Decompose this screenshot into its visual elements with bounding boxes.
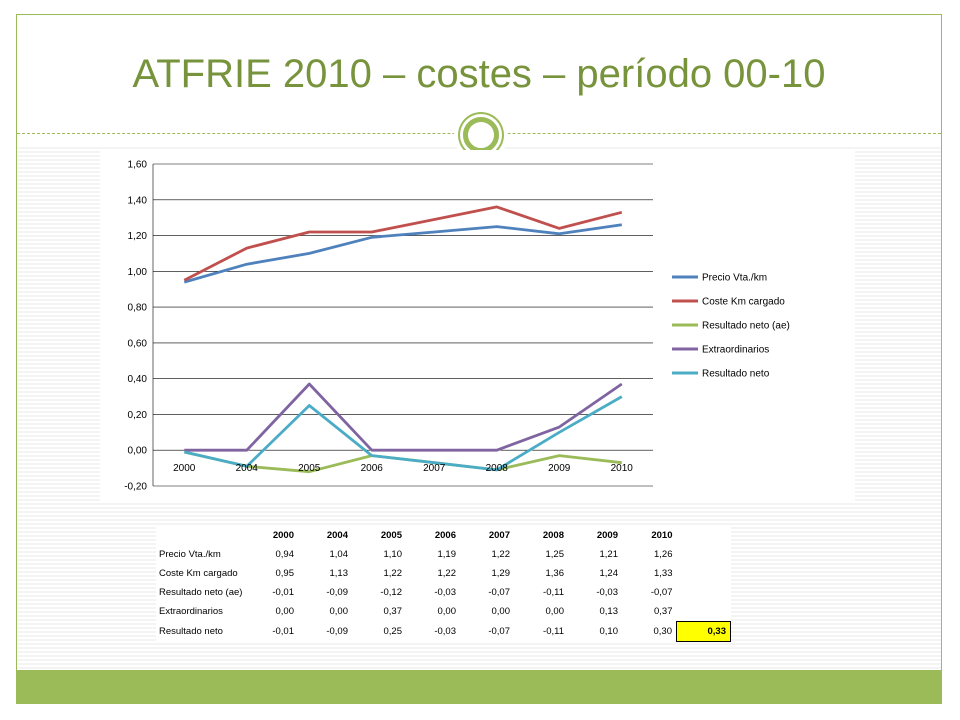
- y-tick-label: 0,40: [128, 374, 148, 385]
- legend-label: Resultado neto: [702, 369, 770, 380]
- y-tick-label: 0,20: [128, 410, 148, 421]
- series-line-4: [183, 395, 623, 472]
- y-tick-label: 0,60: [128, 338, 148, 349]
- table-cell: 0,95: [275, 568, 295, 579]
- table-cell: -0,03: [434, 626, 456, 637]
- table-row: Extraordinarios 0,00 0,00 0,37 0,00 0,00…: [156, 602, 731, 622]
- x-tick-label: 2005: [298, 463, 321, 474]
- x-tick-label: 2010: [611, 463, 634, 474]
- table-row: Resultado neto -0,01 -0,09 0,25 -0,03 -0…: [156, 621, 731, 642]
- table-cell: -0,11: [543, 587, 564, 598]
- table-row: Resultado neto (ae) -0,01 -0,09 -0,12 -0…: [156, 583, 731, 602]
- table-cell: -0,01: [272, 587, 294, 598]
- series-line-1: [183, 205, 623, 282]
- table-cell: -0,07: [488, 587, 510, 598]
- table-cell-empty: [677, 602, 731, 622]
- table-cell: 1,21: [599, 549, 619, 560]
- table-cell: 0,00: [437, 606, 457, 618]
- table-cell-empty: [677, 564, 731, 583]
- table-cell: -0,09: [326, 587, 348, 598]
- table-cell: -0,07: [650, 587, 673, 598]
- table-column-header: 2009: [596, 530, 618, 541]
- x-tick-label: 2007: [423, 463, 446, 474]
- y-tick-label: -0,20: [124, 482, 147, 493]
- table-cell: -0,07: [488, 626, 510, 637]
- table-cell: 1,29: [491, 568, 511, 579]
- y-tick-label: 0,80: [128, 303, 148, 314]
- x-tick-label: 2008: [486, 463, 509, 474]
- legend-label: Resultado neto (ae): [702, 321, 790, 332]
- table-cell: 0,00: [275, 606, 295, 618]
- slide-title: ATFRIE 2010 – costes – período 00-10: [132, 52, 826, 96]
- y-tick-label: 1,00: [128, 267, 148, 278]
- table-row-label: Precio Vta./km: [159, 549, 221, 560]
- y-tick-label: 1,20: [128, 231, 148, 242]
- slide-frame: [16, 14, 942, 704]
- line-chart: 1,60 1,40 1,20 1,00 0,80 0,60 0,40 0,20 0,00 -0,2…: [100, 150, 855, 502]
- table-row-label: Coste Km cargado: [159, 568, 238, 579]
- table-cell: 0,00: [545, 606, 565, 618]
- table-cell: 0,37: [654, 606, 673, 618]
- table-row: Coste Km cargado 0,95 1,13 1,22 1,22 1,2…: [156, 564, 731, 583]
- table-cell: 1,22: [437, 568, 457, 579]
- table-column-header: 2005: [380, 530, 402, 541]
- table-cell: 0,94: [275, 549, 295, 560]
- table-cell: -0,12: [380, 587, 402, 598]
- table-column-header: 2008: [542, 530, 564, 541]
- table-corner: [156, 526, 244, 545]
- table-cell: 1,22: [383, 568, 403, 579]
- table-cell: -0,09: [326, 626, 348, 637]
- y-tick-label: 1,40: [128, 195, 148, 206]
- series-line-3: [184, 382, 623, 452]
- table-cell: -0,03: [434, 587, 456, 598]
- table-cell: 0,37: [383, 606, 403, 618]
- data-table: 2000 2004 2005 2006 2007 2008 2009 2010 …: [156, 526, 731, 642]
- y-tick-label: 1,60: [128, 160, 148, 171]
- table-cell: -0,01: [272, 626, 294, 637]
- table-column-header: 2006: [434, 530, 456, 541]
- table-cell: 0,13: [599, 606, 619, 618]
- table-cell: 1,25: [545, 549, 565, 560]
- table-cell: -0,03: [596, 587, 618, 598]
- table-cell: 0,30: [653, 626, 673, 637]
- table-cell: 0,00: [329, 606, 349, 618]
- chart-svg: 1,60 1,40 1,20 1,00 0,80 0,60 0,40 0,20 0,00 -0,2…: [124, 160, 790, 493]
- table-cell: 1,19: [437, 549, 457, 560]
- legend-label: Precio Vta./km: [702, 273, 767, 284]
- table-cell-empty: [677, 583, 731, 602]
- table-row: Precio Vta./km 0,94 1,04 1,10 1,19 1,22 …: [156, 545, 731, 564]
- x-tick-label: 2004: [236, 463, 259, 474]
- footer-bar: [17, 670, 941, 703]
- table-row-label: Resultado neto (ae): [159, 587, 243, 598]
- table-cell: 1,13: [329, 568, 349, 579]
- table-cell: 1,24: [599, 568, 619, 579]
- table-row-label: Resultado neto: [159, 626, 223, 637]
- table-column-header: 2010: [651, 530, 673, 541]
- x-tick-label: 2006: [361, 463, 384, 474]
- x-tick-label: 2000: [173, 463, 196, 474]
- series-line-0: [183, 223, 622, 284]
- y-tick-label: 0,00: [128, 446, 148, 457]
- table-cell: 0,25: [383, 626, 403, 637]
- table-cell: 1,04: [329, 549, 349, 560]
- table-cell: 1,36: [545, 568, 565, 579]
- table-cell: 0,10: [599, 626, 619, 637]
- x-tick-label: 2009: [548, 463, 571, 474]
- table-cell: -0,11: [543, 626, 564, 637]
- table-cell-highlighted[interactable]: 0,33: [676, 621, 731, 642]
- table-column-header: 2007: [488, 530, 510, 541]
- table-cell: 1,33: [654, 568, 673, 579]
- table-cell: 1,26: [654, 549, 673, 560]
- table-header-row: 2000 2004 2005 2006 2007 2008 2009 2010: [156, 526, 731, 545]
- table-column-header: 2000: [272, 530, 294, 541]
- table-cell: 0,00: [491, 606, 511, 618]
- table-cell: 1,10: [383, 549, 403, 560]
- legend-label: Extraordinarios: [702, 345, 769, 356]
- table-cell: 1,22: [491, 549, 511, 560]
- table-row-label: Extraordinarios: [159, 606, 223, 618]
- legend-label: Coste Km cargado: [702, 297, 785, 308]
- table-cell-empty: [677, 545, 731, 564]
- table-column-header-empty: [677, 526, 731, 545]
- table-column-header: 2004: [326, 530, 348, 541]
